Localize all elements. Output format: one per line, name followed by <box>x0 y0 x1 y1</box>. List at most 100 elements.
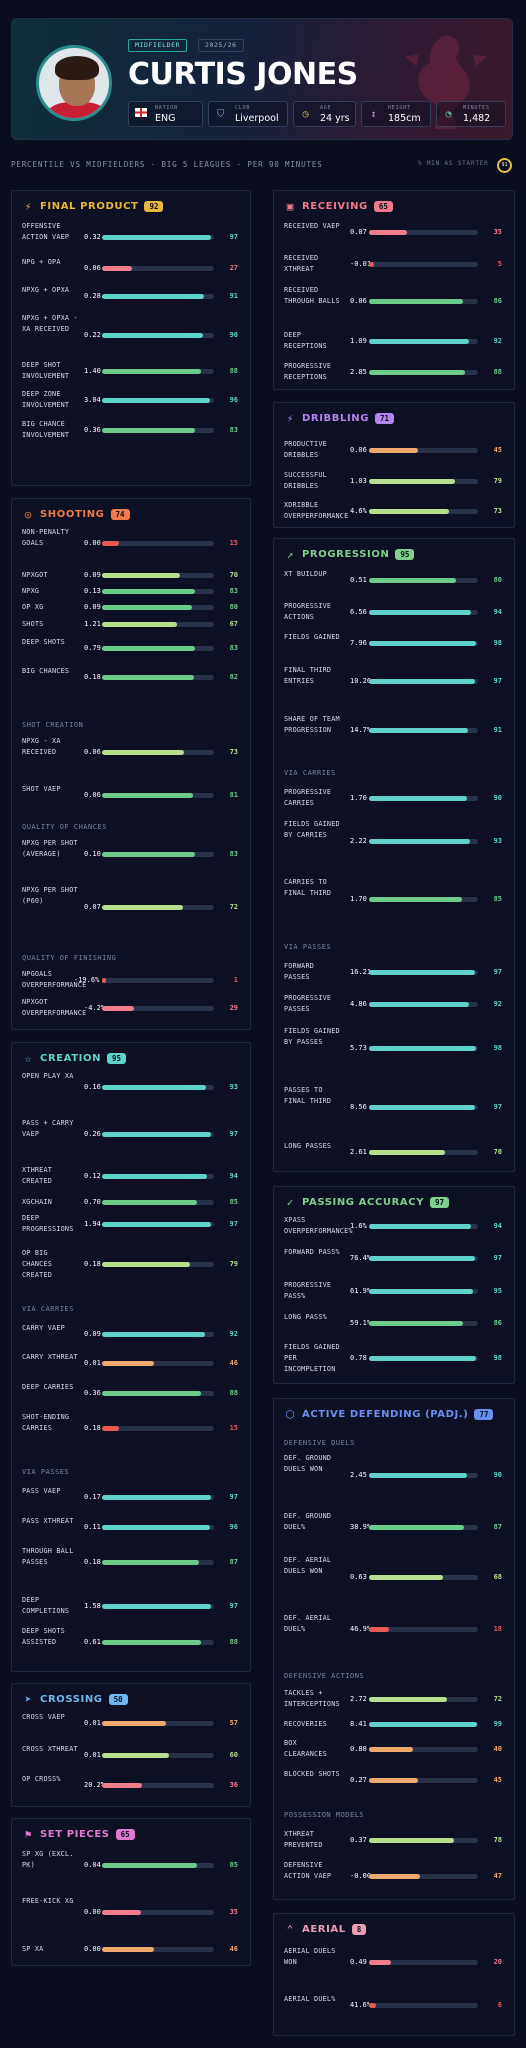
metric-row: DEF. GROUND DUELS WON 2.45 90 <box>274 1453 514 1497</box>
metric-value: -19.6% <box>74 975 100 984</box>
metric-row: NPXGOT OVERPERFORMANCE -4.2% 29 <box>12 997 250 1019</box>
percentile-track <box>369 1320 478 1326</box>
metric-value: 1.03 <box>350 476 367 485</box>
metric-row: LONG PASSES 2.61 70 <box>274 1141 514 1163</box>
metric-row: SUCCESSFUL DRIBBLES 1.03 79 <box>274 470 514 492</box>
percentile-track <box>102 1132 214 1137</box>
percentile-value: 83 <box>229 850 238 858</box>
metric-label: PASS + CARRY VAEP <box>22 1119 74 1138</box>
percentile-bar <box>102 427 195 433</box>
percentile-bar <box>369 1223 472 1229</box>
metric-row: CROSS XTHREAT 0.01 60 <box>12 1744 250 1766</box>
panel-title: CROSSING <box>40 1693 103 1705</box>
timer-icon: ◔ <box>445 109 452 120</box>
percentile-bar <box>369 838 471 844</box>
percentile-value: 85 <box>229 1198 238 1206</box>
metric-row: OPEN PLAY XA 0.16 93 <box>12 1071 250 1104</box>
metric-label: FIELDS GAINED BY PASSES <box>284 1027 340 1046</box>
metric-value: 10.26 <box>350 677 372 685</box>
metric-value: 8.41 <box>350 1720 367 1728</box>
metric-row: BLOCKED SHOTS 0.27 45 <box>274 1769 514 1791</box>
percentile-bar <box>102 368 201 374</box>
metric-value: 1.70 <box>350 793 367 802</box>
percentile-value: 98 <box>493 1043 502 1052</box>
flag-icon <box>134 108 147 121</box>
metric-row: DEEP PROGRESSIONS 1.94 97 <box>12 1213 250 1235</box>
percentile-value: 91 <box>229 291 238 300</box>
metric-row: CARRIES TO FINAL THIRD 1.70 85 <box>274 877 514 921</box>
metric-row: NPXG - XA RECEIVED 0.06 73 <box>12 736 250 769</box>
percentile-value: 92 <box>229 1329 238 1338</box>
percentile-bar <box>369 1746 413 1752</box>
metric-label: FORWARD PASS% <box>284 1248 340 1256</box>
percentile-value: 97 <box>493 967 502 976</box>
percentile-value: 98 <box>493 638 502 647</box>
metric-label: PROGRESSIVE ACTIONS <box>284 602 332 621</box>
percentile-bar <box>369 1045 476 1051</box>
panel-header: ⌃ AERIAL 8 <box>284 1922 367 1936</box>
percentile-track <box>102 645 214 651</box>
panel-title: CREATION <box>40 1052 102 1064</box>
percentile-track <box>102 1524 214 1530</box>
metric-label: DEFENSIVE ACTION VAEP <box>284 1861 332 1880</box>
percentile-bar <box>369 1696 448 1702</box>
percentile-bar <box>102 1390 201 1396</box>
metric-value: 1.58 <box>84 1601 101 1610</box>
metric-row: NPXG 0.13 83 <box>12 586 250 597</box>
metric-label: PROGRESSIVE PASS% <box>284 1281 332 1300</box>
panel-title: ACTIVE DEFENDING (PADJ.) <box>302 1408 469 1420</box>
percentile-bar <box>102 622 178 627</box>
metric-value: 59.1% <box>350 1318 372 1327</box>
player-name: CURTIS JONES <box>128 57 358 92</box>
metric-value: 46.9% <box>350 1625 372 1633</box>
percentile-track <box>369 838 478 844</box>
metric-row: BIG CHANCES 0.18 82 <box>12 666 250 688</box>
metric-label: NPXG + OPXA <box>22 286 70 294</box>
metric-label: AERIAL DUELS WON <box>284 1947 336 1966</box>
metric-value: 2.72 <box>350 1694 367 1703</box>
metric-label: PROGRESSIVE PASSES <box>284 994 332 1013</box>
percentile-track <box>369 896 478 902</box>
panel-passing-accuracy: ✓ PASSING ACCURACY 97 XPASS OVERPERFORMANCE… <box>273 1186 515 1384</box>
percentile-bar <box>102 645 195 651</box>
metric-row: PASS XTHREAT 0.11 96 <box>12 1516 250 1538</box>
percentile-track <box>369 577 478 583</box>
metric-label: FINAL THIRD ENTRIES <box>284 666 332 685</box>
percentile-bar <box>102 792 193 798</box>
percentile-track <box>102 589 214 594</box>
metric-value: 0.27 <box>350 1775 367 1784</box>
metric-value: 0.06 <box>84 790 101 799</box>
percentile-value: 5 <box>497 259 502 268</box>
percentile-value: 81 <box>229 790 238 799</box>
metric-label: PROGRESSIVE CARRIES <box>284 788 332 807</box>
metric-label: SHOTS <box>22 620 44 628</box>
ruler-icon: ↕ <box>370 109 377 120</box>
metric-row: XDRIBBLE OVERPERFORMANCE 4.6% 73 <box>274 500 514 522</box>
metric-label: DEEP COMPLETIONS <box>22 1596 70 1615</box>
percentile-track <box>369 1574 478 1580</box>
metric-value: 0.51 <box>350 575 367 584</box>
percentile-track <box>102 977 214 983</box>
percentile-track <box>102 1720 214 1726</box>
metric-value: 0.00 <box>84 1908 101 1916</box>
percentile-track <box>102 573 214 578</box>
metric-value: 0.09 <box>84 603 101 611</box>
creation-icon: ☆ <box>24 1051 32 1065</box>
metric-value: 0.01 <box>84 1750 101 1759</box>
metric-value: 8.56 <box>350 1102 367 1111</box>
percentile-value: 97 <box>229 1219 238 1228</box>
metric-value: 7.96 <box>350 638 367 647</box>
percentile-value: 1 <box>233 975 238 984</box>
metric-row: XT BUILDUP 0.51 80 <box>274 569 514 591</box>
percentile-bar <box>369 338 470 344</box>
metric-row: PROGRESSIVE CARRIES 1.70 90 <box>274 787 514 809</box>
percentile-value: 27 <box>229 263 238 272</box>
percentile-bar <box>102 332 203 338</box>
clock-icon: ◷ <box>302 109 309 120</box>
metric-row: SP XA 0.00 46 <box>12 1944 250 1955</box>
panel-title: DRIBBLING <box>302 412 370 424</box>
percentile-value: 97 <box>493 1102 502 1111</box>
percentile-value: 85 <box>229 1861 238 1869</box>
metric-label: DEEP SHOTS ASSISTED <box>22 1627 65 1646</box>
metric-label: PASS VAEP <box>22 1487 61 1495</box>
